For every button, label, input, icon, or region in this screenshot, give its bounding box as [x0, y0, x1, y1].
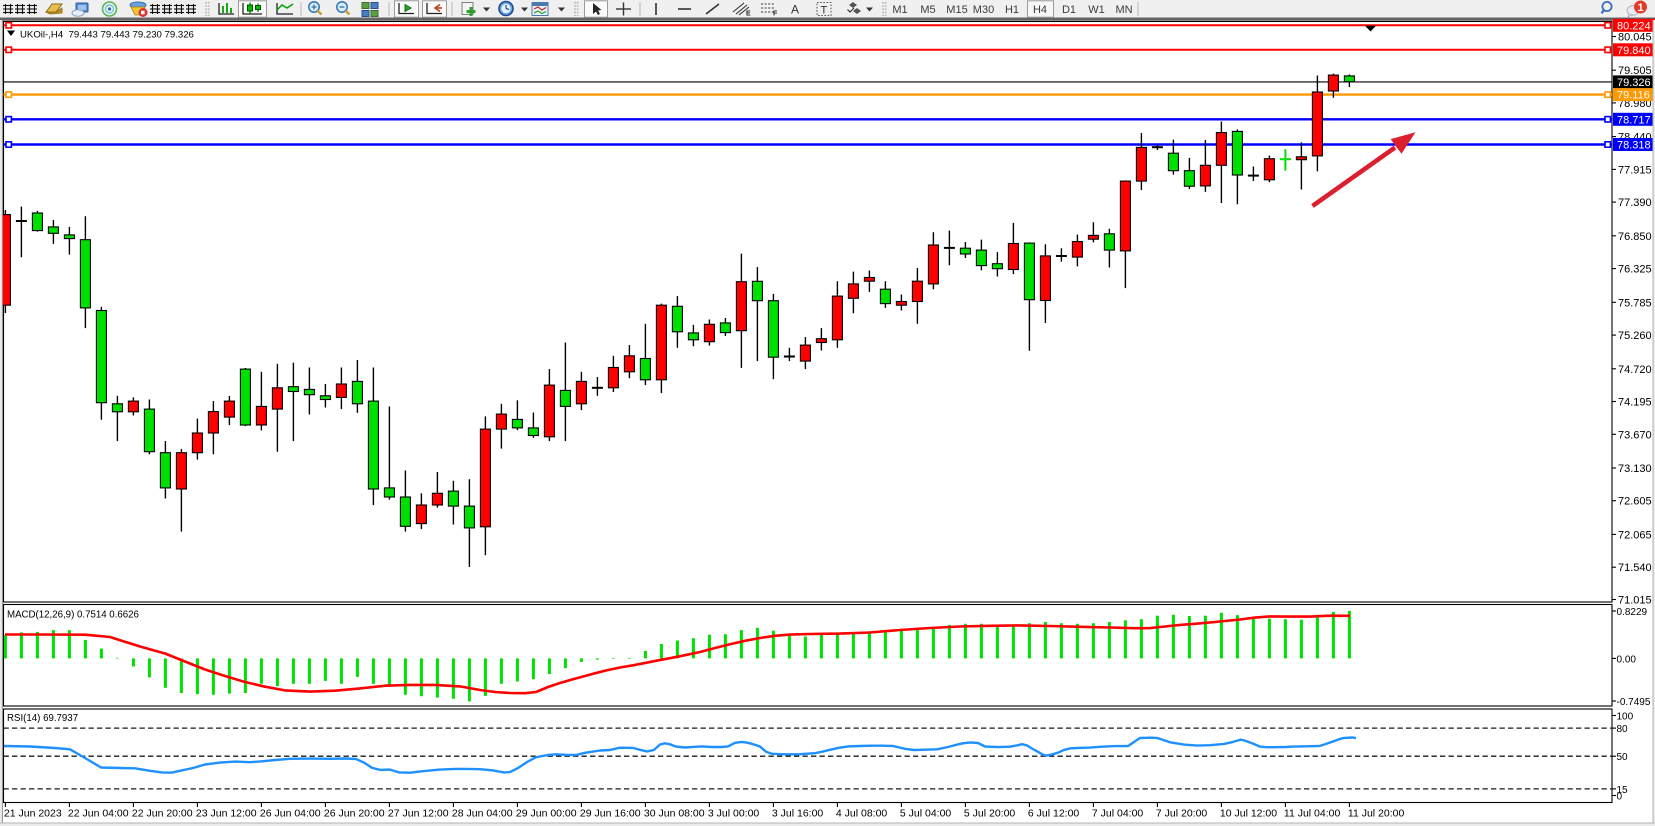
- svg-text:RSI(14) 69.7937: RSI(14) 69.7937: [7, 713, 78, 724]
- svg-text:79.326: 79.326: [1617, 77, 1651, 89]
- svg-text:22 Jun 20:00: 22 Jun 20:00: [132, 808, 193, 820]
- svg-text:UKOil-,H4 79.443 79.443 79.23: UKOil-,H4 79.443 79.443 79.230 79.326: [20, 30, 194, 41]
- svg-text:0.00: 0.00: [1617, 654, 1637, 665]
- svg-text:E: E: [746, 11, 751, 18]
- svg-text:15: 15: [1617, 785, 1629, 796]
- svg-text:79.116: 79.116: [1617, 90, 1650, 102]
- svg-text:72.065: 72.065: [1618, 529, 1652, 541]
- svg-text:7 Jul 04:00: 7 Jul 04:00: [1092, 808, 1144, 820]
- svg-text:79.505: 79.505: [1618, 65, 1652, 77]
- svg-text:5 Jul 04:00: 5 Jul 04:00: [900, 808, 952, 820]
- svg-text:3 Jul 16:00: 3 Jul 16:00: [772, 808, 824, 820]
- svg-text:50: 50: [1617, 752, 1629, 763]
- svg-text:78.717: 78.717: [1617, 114, 1651, 126]
- svg-text:H4: H4: [1033, 4, 1047, 16]
- svg-text:74.720: 74.720: [1618, 364, 1652, 376]
- svg-text:26 Jun 20:00: 26 Jun 20:00: [324, 808, 385, 820]
- svg-text:76.850: 76.850: [1618, 231, 1652, 243]
- svg-text:71.540: 71.540: [1618, 562, 1652, 574]
- svg-text:100: 100: [1617, 712, 1634, 723]
- svg-text:23 Jun 12:00: 23 Jun 12:00: [196, 808, 257, 820]
- svg-text:22 Jun 04:00: 22 Jun 04:00: [68, 808, 129, 820]
- svg-text:75.785: 75.785: [1618, 297, 1652, 309]
- svg-text:MN: MN: [1115, 4, 1132, 16]
- svg-text:75.260: 75.260: [1618, 330, 1652, 342]
- svg-text:3 Jul 00:00: 3 Jul 00:00: [708, 808, 760, 820]
- svg-text:74.195: 74.195: [1618, 397, 1652, 409]
- svg-text:F: F: [773, 11, 778, 18]
- svg-text:80: 80: [1617, 724, 1629, 735]
- svg-text:5 Jul 20:00: 5 Jul 20:00: [964, 808, 1016, 820]
- svg-text:30 Jun 08:00: 30 Jun 08:00: [644, 808, 705, 820]
- svg-text:77.915: 77.915: [1618, 164, 1652, 176]
- svg-text:79.840: 79.840: [1617, 45, 1651, 57]
- svg-text:0.8229: 0.8229: [1617, 607, 1648, 618]
- svg-text:0: 0: [1617, 792, 1623, 803]
- svg-text:28 Jun 04:00: 28 Jun 04:00: [452, 808, 513, 820]
- svg-text:6 Jul 12:00: 6 Jul 12:00: [1028, 808, 1080, 820]
- svg-text:71.015: 71.015: [1618, 595, 1652, 607]
- svg-text:77.390: 77.390: [1618, 197, 1652, 209]
- svg-text:1: 1: [1637, 2, 1643, 14]
- svg-text:M15: M15: [946, 4, 967, 16]
- svg-text:M30: M30: [973, 4, 994, 16]
- svg-text:72.605: 72.605: [1618, 496, 1652, 508]
- svg-text:78.318: 78.318: [1617, 140, 1651, 152]
- svg-text:H1: H1: [1005, 4, 1019, 16]
- svg-text:4 Jul 08:00: 4 Jul 08:00: [836, 808, 888, 820]
- svg-text:27 Jun 12:00: 27 Jun 12:00: [388, 808, 449, 820]
- svg-text:11 Jul 20:00: 11 Jul 20:00: [1348, 808, 1405, 820]
- svg-text:-0.7495: -0.7495: [1617, 697, 1651, 708]
- svg-text:73.130: 73.130: [1618, 463, 1652, 475]
- svg-text:76.325: 76.325: [1618, 264, 1652, 276]
- svg-text:T: T: [821, 4, 828, 16]
- svg-text:W1: W1: [1088, 4, 1105, 16]
- svg-text:MACD(12,26,9) 0.7514 0.6626: MACD(12,26,9) 0.7514 0.6626: [7, 610, 139, 621]
- svg-text:M5: M5: [920, 4, 935, 16]
- svg-text:10 Jul 12:00: 10 Jul 12:00: [1220, 808, 1277, 820]
- svg-text:21 Jun 2023: 21 Jun 2023: [4, 808, 62, 820]
- svg-text:M1: M1: [892, 4, 907, 16]
- svg-text:29 Jun 16:00: 29 Jun 16:00: [580, 808, 641, 820]
- svg-text:11 Jul 04:00: 11 Jul 04:00: [1284, 808, 1341, 820]
- svg-text:80.224: 80.224: [1617, 20, 1651, 32]
- svg-text:A: A: [791, 3, 799, 17]
- svg-text:80.045: 80.045: [1618, 32, 1652, 44]
- svg-text:73.670: 73.670: [1618, 429, 1652, 441]
- svg-text:7 Jul 20:00: 7 Jul 20:00: [1156, 808, 1208, 820]
- svg-text:26 Jun 04:00: 26 Jun 04:00: [260, 808, 321, 820]
- svg-text:D1: D1: [1062, 4, 1076, 16]
- svg-text:29 Jun 00:00: 29 Jun 00:00: [516, 808, 577, 820]
